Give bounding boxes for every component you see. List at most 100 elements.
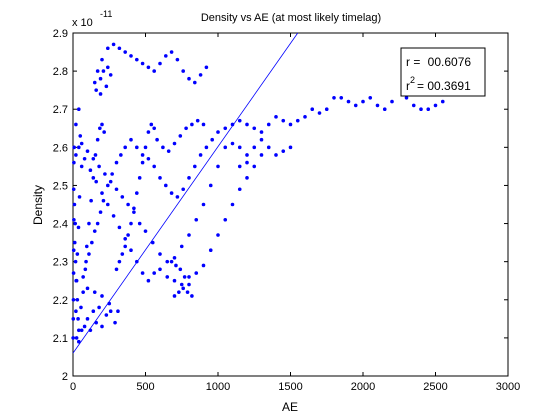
data-point [190,294,194,298]
data-point [101,69,106,73]
y-tick-label: 2.5 [53,180,68,192]
data-point [390,99,394,104]
data-point [132,210,136,214]
data-point [185,290,190,294]
x-axis-label: AE [282,400,298,414]
data-point [100,57,104,62]
data-point [152,271,156,275]
data-point [76,317,80,321]
data-point [152,126,156,131]
x-tick-label: 3000 [496,381,520,393]
data-point [94,179,98,184]
data-point [201,202,206,207]
data-point [259,153,264,157]
data-point [175,195,180,199]
data-point [375,103,380,108]
data-point [266,145,271,150]
data-point [440,99,445,104]
data-point [137,221,142,226]
data-point [90,240,94,245]
data-point [411,103,416,108]
stats-legend: r = 00.6076 r2 = 00.3691 [400,47,486,97]
data-point [91,176,96,180]
data-point [71,187,76,192]
data-point [382,107,387,112]
data-point [72,145,76,150]
data-point [117,225,122,230]
data-point [152,69,156,73]
data-point [281,118,286,123]
data-point [140,271,145,275]
data-point [126,233,130,237]
data-point [108,73,113,77]
data-point [72,202,77,207]
data-point [110,172,114,176]
data-point [73,221,77,226]
data-point [216,233,220,237]
data-point [79,328,84,333]
data-point [245,176,249,180]
data-point [353,103,358,108]
data-point [74,278,78,283]
y-tick-label: 2.9 [53,28,68,40]
data-point [106,202,110,207]
data-point [172,256,177,260]
data-point [346,99,351,104]
data-point [82,324,87,329]
data-point [95,221,100,226]
data-point [245,122,249,127]
data-point [187,76,191,81]
y-tick-label: 2.2 [53,295,68,307]
data-point [77,328,81,333]
data-point [164,183,168,188]
data-point [179,282,184,287]
data-point [324,107,329,112]
data-point [245,160,249,165]
data-point [404,95,409,100]
data-point [216,130,220,134]
data-point [117,46,122,51]
data-point [77,339,81,344]
data-point [152,164,156,169]
data-point [158,176,162,180]
data-point [102,130,106,134]
data-point [274,115,278,119]
data-point [98,76,103,81]
data-point [140,160,145,165]
data-point [75,297,80,302]
x-tick-label: 2500 [423,381,447,393]
data-point [198,153,203,157]
data-point [201,263,206,268]
data-point [187,275,191,279]
data-point [198,73,203,77]
data-point [237,164,242,169]
data-point [204,145,209,150]
data-point [166,149,171,153]
data-point [210,137,214,142]
data-point [266,122,271,127]
data-point [129,221,133,226]
data-point [81,290,85,294]
data-point [123,237,127,241]
data-point [120,252,125,256]
data-point [126,202,130,207]
data-point [195,118,200,123]
data-point [72,160,76,165]
y-tick-label: 2.1 [53,333,68,345]
data-point [172,278,177,283]
data-point [95,137,100,142]
data-point [85,317,90,321]
data-point [98,92,103,96]
data-point [76,225,81,230]
data-point [204,65,209,70]
data-point [77,195,82,199]
data-point [71,248,76,253]
data-point [230,122,235,127]
data-point [97,305,101,310]
data-point [85,286,90,291]
data-point [181,69,185,73]
data-point [174,263,178,268]
data-point [74,309,78,314]
data-point [288,122,293,127]
data-point [223,217,228,222]
